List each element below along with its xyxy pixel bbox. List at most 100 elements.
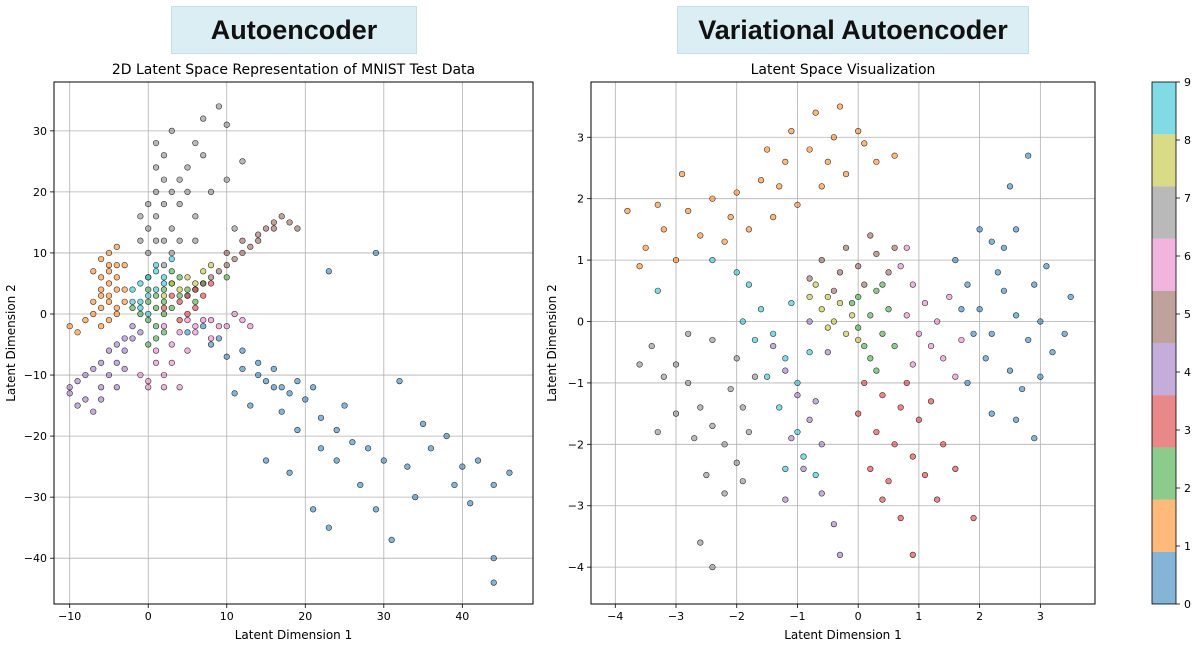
data-point-digit-4: [800, 465, 807, 472]
data-point-digit-0: [1012, 226, 1020, 233]
data-point-digit-1: [806, 146, 813, 153]
data-point-digit-0: [988, 330, 995, 337]
data-point-digit-0: [396, 378, 403, 385]
data-point-digit-0: [380, 457, 387, 464]
data-point-digit-4: [824, 349, 831, 356]
data-point-digit-6: [903, 312, 910, 319]
data-point-digit-1: [121, 262, 128, 269]
data-point-digit-5: [885, 269, 892, 276]
data-point-digit-0: [994, 269, 1001, 276]
data-point-digit-0: [270, 365, 277, 373]
data-point-digit-6: [921, 299, 929, 307]
x-tick-label: 10: [220, 610, 234, 623]
data-point-digit-0: [1025, 152, 1032, 159]
data-point-digit-8: [200, 268, 207, 275]
data-point-digit-2: [145, 286, 152, 293]
data-point-digit-1: [836, 103, 844, 110]
data-point-digit-8: [192, 280, 199, 287]
data-point-digit-3: [940, 441, 947, 448]
data-point-digit-9: [145, 310, 152, 318]
colorbar-segment-5: [1152, 290, 1176, 343]
data-point-digit-0: [255, 359, 262, 366]
data-point-digit-1: [113, 286, 120, 293]
data-point-digit-6: [952, 373, 959, 380]
data-point-digit-7: [152, 164, 160, 171]
data-point-digit-0: [294, 426, 301, 434]
data-point-digit-1: [113, 310, 120, 318]
data-point-digit-7: [168, 225, 175, 232]
data-point-digit-5: [255, 237, 262, 244]
data-point-digit-4: [782, 367, 789, 374]
data-point-digit-3: [934, 496, 941, 503]
data-point-digit-4: [137, 329, 144, 336]
y-tick-label: −1: [568, 377, 584, 390]
data-point-digit-1: [90, 298, 97, 305]
data-point-digit-0: [1043, 263, 1050, 270]
data-point-digit-2: [873, 287, 880, 294]
data-point-digit-6: [152, 359, 160, 366]
y-tick-label: 3: [577, 131, 584, 144]
data-point-digit-9: [709, 256, 716, 264]
data-point-digit-7: [160, 262, 168, 269]
data-point-digit-2: [192, 298, 199, 305]
y-tick-label: 30: [33, 125, 47, 138]
data-point-digit-0: [970, 330, 977, 337]
data-point-digit-3: [970, 514, 977, 522]
data-point-digit-0: [1037, 318, 1044, 325]
data-point-digit-3: [192, 304, 199, 311]
x-tick-label: 0: [855, 610, 862, 623]
data-point-digit-6: [934, 318, 941, 325]
data-point-digit-1: [113, 243, 120, 250]
data-point-digit-0: [349, 439, 356, 446]
data-point-digit-7: [160, 201, 168, 208]
scatter-points: [66, 103, 513, 586]
data-point-digit-5: [223, 249, 230, 257]
x-axis-label: Latent Dimension 1: [784, 628, 902, 642]
data-point-digit-1: [66, 323, 73, 330]
data-point-digit-2: [855, 293, 862, 301]
data-point-digit-1: [105, 249, 113, 257]
colorbar-segment-3: [1152, 395, 1176, 448]
y-axis-label: Latent Dimension 2: [4, 284, 18, 402]
data-point-digit-0: [278, 408, 285, 415]
data-point-digit-0: [207, 341, 215, 348]
data-point-digit-2: [849, 299, 856, 307]
data-point-digit-0: [1061, 330, 1068, 337]
data-point-digit-0: [490, 481, 497, 489]
data-point-digit-2: [152, 292, 160, 299]
data-point-digit-7: [231, 225, 238, 232]
data-point-digit-0: [325, 268, 332, 275]
data-point-digit-2: [145, 317, 152, 324]
data-point-digit-8: [207, 262, 215, 269]
data-point-digit-7: [152, 213, 160, 220]
data-point-digit-4: [794, 392, 801, 399]
data-point-digit-1: [113, 304, 120, 311]
data-point-digit-2: [152, 335, 160, 342]
data-point-digit-0: [1049, 349, 1056, 356]
data-point-digit-0: [982, 355, 989, 362]
data-point-digit-4: [105, 347, 113, 354]
data-point-digit-0: [1000, 287, 1008, 294]
data-point-digit-7: [160, 237, 168, 244]
data-point-digit-0: [317, 445, 325, 452]
data-point-digit-0: [310, 384, 317, 391]
data-point-digit-7: [672, 410, 680, 417]
x-tick-label: −1: [789, 610, 805, 623]
autoencoder-scatter-plot: −10 0 10 20 30 40 −40 −30 −20 −10 0 10 20 30 2D Latent…: [4, 62, 534, 642]
data-point-digit-1: [788, 128, 795, 135]
data-point-digit-9: [733, 269, 740, 276]
data-point-digit-7: [184, 188, 191, 195]
data-point-digit-5: [294, 225, 301, 232]
data-point-digit-1: [98, 255, 105, 263]
data-point-digit-7: [176, 201, 183, 208]
data-point-digit-0: [200, 323, 207, 330]
data-point-digit-7: [660, 373, 667, 380]
data-point-digit-0: [1067, 293, 1074, 301]
data-point-digit-5: [184, 292, 191, 299]
data-point-digit-9: [152, 262, 160, 269]
colorbar-tick-label: 2: [1184, 482, 1191, 495]
data-point-digit-3: [176, 298, 183, 305]
data-point-digit-5: [891, 244, 898, 251]
data-point-digit-0: [1037, 373, 1044, 380]
x-tick-label: −10: [58, 610, 81, 623]
